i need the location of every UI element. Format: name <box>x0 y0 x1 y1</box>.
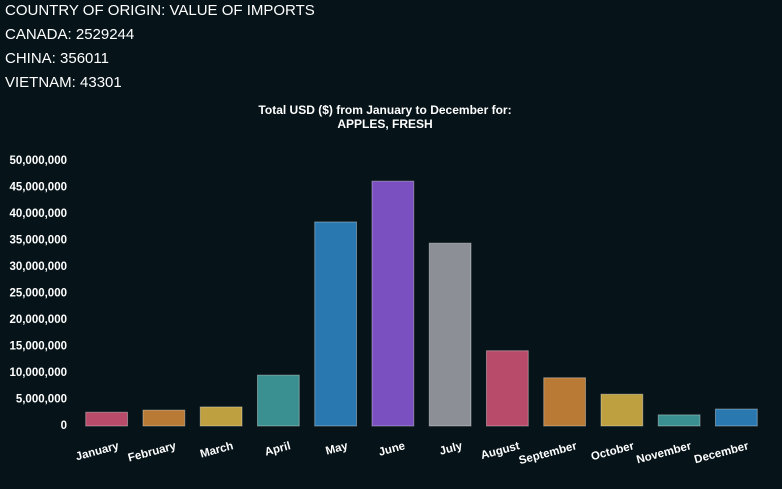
x-tick-label: December <box>693 440 750 466</box>
header-row: CHINA: 356011 <box>5 50 109 67</box>
chart-title: Total USD ($) from January to December f… <box>258 103 511 117</box>
y-tick-label: 0 <box>61 420 67 432</box>
x-tick-label: October <box>590 440 636 463</box>
y-tick-label: 30,000,000 <box>9 261 67 273</box>
y-tick-label: 10,000,000 <box>9 367 67 379</box>
y-tick-label: 40,000,000 <box>9 208 67 220</box>
x-tick-label: September <box>518 440 579 467</box>
bar <box>371 180 415 427</box>
bar <box>657 414 701 427</box>
y-tick-label: 15,000,000 <box>9 341 67 353</box>
header-row: VIETNAM: 43301 <box>5 74 122 91</box>
y-tick-label: 45,000,000 <box>9 182 67 194</box>
bar <box>543 377 587 427</box>
header-row: CANADA: 2529244 <box>5 26 134 43</box>
x-tick-label: January <box>74 440 120 463</box>
bar <box>600 393 644 427</box>
x-tick-label: May <box>324 440 349 458</box>
bar <box>85 411 129 427</box>
y-tick-label: 35,000,000 <box>9 235 67 247</box>
y-tick-label: 20,000,000 <box>9 314 67 326</box>
bar <box>142 409 186 427</box>
x-tick-label: June <box>377 440 406 459</box>
x-tick-label: November <box>635 440 693 466</box>
bar <box>428 242 472 427</box>
x-tick-label: July <box>438 440 464 458</box>
y-tick-label: 25,000,000 <box>9 288 67 300</box>
bar <box>314 221 358 427</box>
x-tick-label: March <box>199 440 235 460</box>
bar <box>256 374 300 427</box>
x-tick-label: February <box>127 440 178 464</box>
x-tick-label: April <box>264 440 292 458</box>
bar <box>714 408 758 427</box>
x-tick-label: August <box>480 440 522 462</box>
bar <box>485 350 529 427</box>
chart-title: APPLES, FRESH <box>337 117 432 131</box>
header-title: COUNTRY OF ORIGIN: VALUE OF IMPORTS <box>5 2 315 19</box>
y-tick-label: 5,000,000 <box>16 394 67 406</box>
bar <box>199 406 243 427</box>
y-tick-label: 50,000,000 <box>9 155 67 167</box>
